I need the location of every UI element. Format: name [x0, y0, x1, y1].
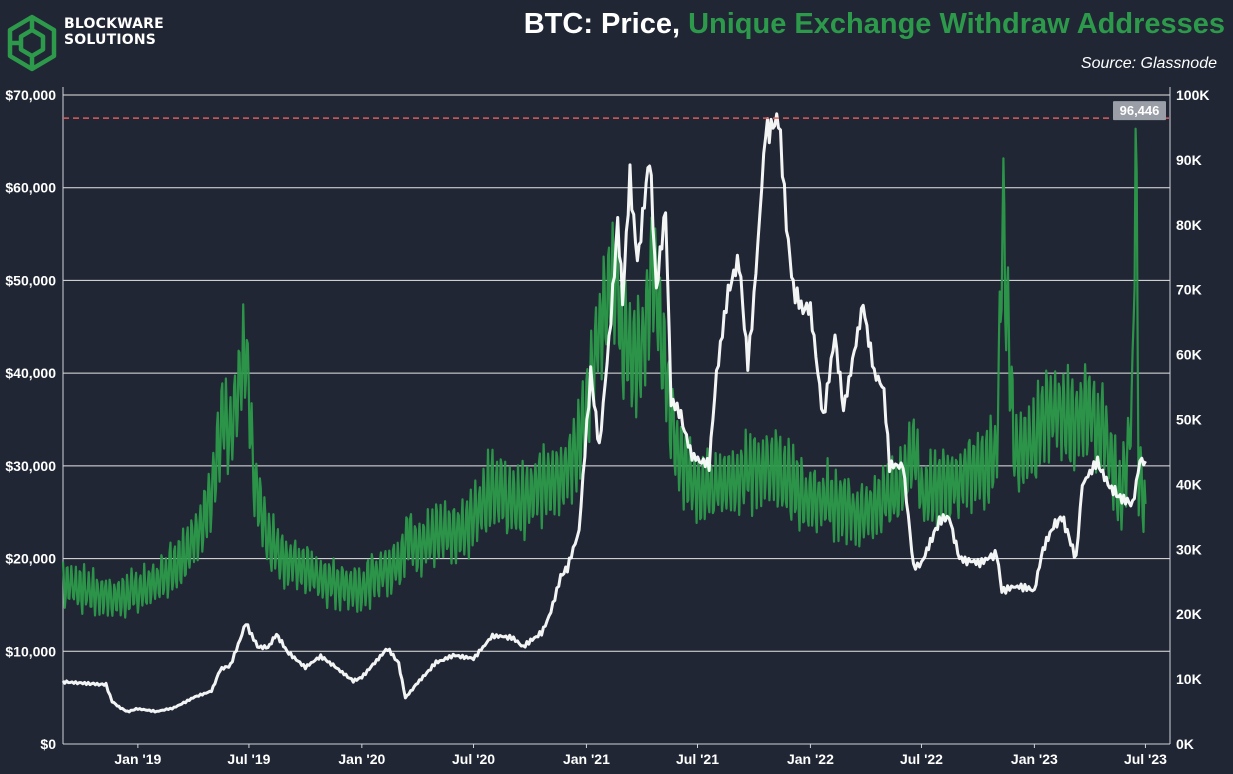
reference-line-group: 96,446 [63, 101, 1170, 121]
y-left-tick-label: $70,000 [5, 87, 56, 103]
chart-title-highlight: Unique Exchange Withdraw Addresses [688, 8, 1225, 40]
x-tick-label: Jan '23 [1011, 751, 1058, 767]
y-right-tick-label: 90K [1176, 152, 1202, 168]
y-left-tick-label: $30,000 [5, 458, 56, 474]
x-tick-label: Jul '21 [676, 751, 719, 767]
y-right-tick-label: 30K [1176, 541, 1202, 557]
grid-lines [63, 94, 1170, 652]
y-right-tick-label: 60K [1176, 347, 1202, 363]
logo-line-2: SOLUTIONS [64, 32, 157, 48]
chart-title: BTC: Price, Unique Exchange Withdraw Add… [524, 8, 1225, 41]
reference-label: 96,446 [1120, 103, 1160, 118]
y-right-tick-label: 40K [1176, 476, 1202, 492]
tick-labels: $0 $10,000 $20,000 $30,000 $40,000 $50,000 $60… [5, 87, 1209, 767]
x-tick-label: Jan '22 [787, 751, 834, 767]
blockware-logo-icon [7, 14, 57, 72]
x-tick-label: Jul '19 [227, 751, 270, 767]
y-left-tick-label: $0 [40, 736, 56, 752]
logo-line-1: BLOCKWARE [64, 16, 164, 32]
x-tick-label: Jan '20 [338, 751, 385, 767]
y-right-tick-label: 70K [1176, 282, 1202, 298]
y-left-tick-label: $10,000 [5, 643, 56, 659]
price-series-line [61, 112, 1147, 714]
y-left-tick-label: $40,000 [5, 365, 56, 381]
reference-label-box [1113, 101, 1166, 121]
y-right-tick-label: 100K [1176, 87, 1209, 103]
y-right-tick-label: 50K [1176, 412, 1202, 428]
x-tick-label: Jan '21 [563, 751, 610, 767]
chart-title-prefix: BTC: Price, [523, 8, 689, 40]
addresses-series-line [61, 127, 1147, 619]
x-tick-label: Jul '20 [452, 751, 495, 767]
y-left-tick-label: $50,000 [5, 272, 56, 288]
y-left-tick-label: $20,000 [5, 551, 56, 567]
series-lines [61, 112, 1147, 714]
chart-source: Source: Glassnode [1080, 55, 1217, 72]
y-right-tick-label: 10K [1176, 671, 1202, 687]
axes [62, 87, 1171, 748]
x-tick-label: Jan '19 [114, 751, 161, 767]
y-left-tick-label: $60,000 [5, 180, 56, 196]
x-tick-label: Jul '23 [1124, 751, 1167, 767]
y-right-tick-label: 80K [1176, 217, 1202, 233]
x-tick-label: Jul '22 [900, 751, 943, 767]
logo-text: BLOCKWARE SOLUTIONS [64, 16, 164, 48]
y-right-tick-label: 0K [1176, 736, 1194, 752]
y-right-tick-label: 20K [1176, 606, 1202, 622]
